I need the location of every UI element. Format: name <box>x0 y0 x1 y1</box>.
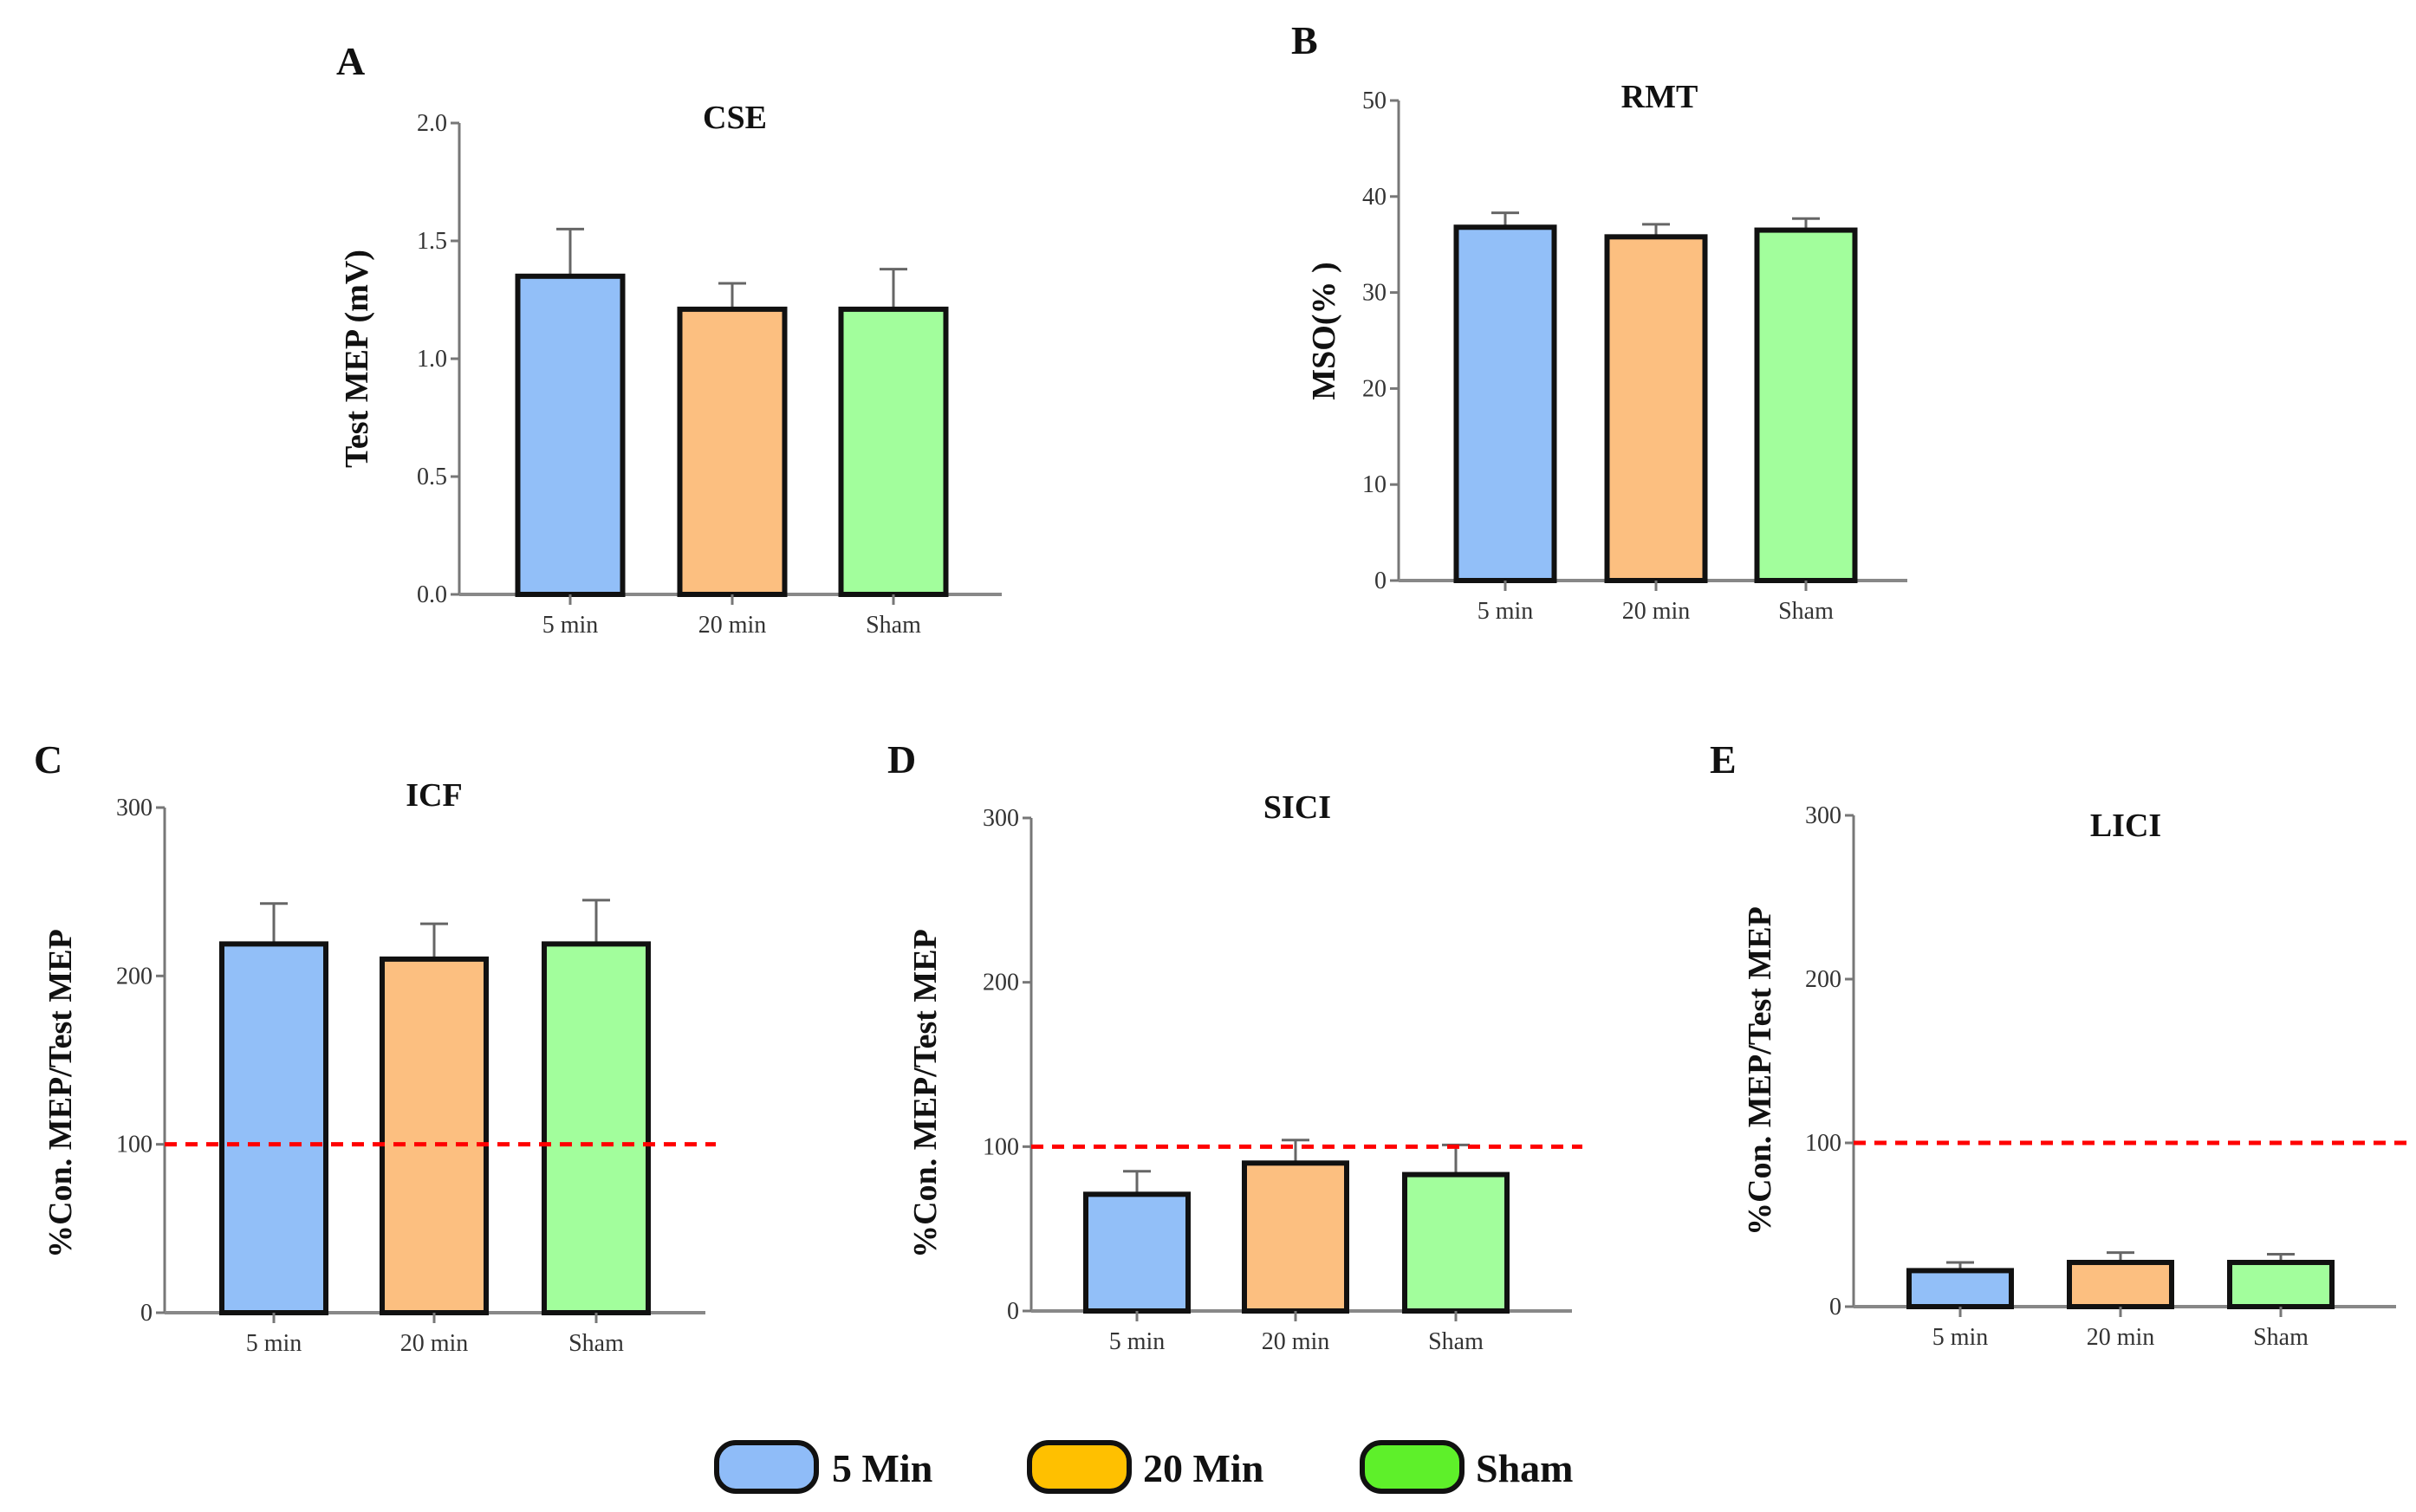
bar-20-min <box>1604 234 1708 583</box>
legend-label: Sham <box>1476 1446 1573 1490</box>
x-tick-label: Sham <box>866 612 921 639</box>
panel-letter: D <box>887 737 916 782</box>
bar-sham <box>542 941 651 1316</box>
y-tick-label: 20 <box>1362 375 1387 402</box>
chart-title: CSE <box>703 100 767 136</box>
x-tick-label: 20 min <box>1262 1328 1330 1355</box>
y-tick-label: 0.5 <box>417 464 447 490</box>
x-tick-label: 20 min <box>698 612 767 639</box>
y-tick-label: 0 <box>1829 1294 1841 1321</box>
x-tick-label: Sham <box>568 1330 624 1357</box>
legend-label: 20 Min <box>1143 1446 1263 1490</box>
x-tick-label: 5 min <box>1932 1324 1989 1351</box>
y-tick-label: 40 <box>1362 184 1387 211</box>
y-tick-label: 100 <box>983 1133 1019 1160</box>
y-tick-label: 300 <box>983 805 1019 832</box>
panel-d: D SICI %Con. MEP/Test MEP 0 100 200 300 5 min 20… <box>887 737 1582 1355</box>
legend-swatch <box>1027 1440 1132 1494</box>
y-tick-label: 1.5 <box>417 228 447 255</box>
y-tick-label: 50 <box>1362 88 1387 114</box>
x-tick-label: 20 min <box>2087 1324 2155 1351</box>
panel-letter: C <box>34 737 62 782</box>
x-tick-label: Sham <box>2253 1324 2309 1351</box>
bar-20-min <box>1242 1160 1349 1314</box>
chart-title: SICI <box>1263 789 1331 826</box>
chart-title: LICI <box>2090 808 2161 844</box>
y-tick-label: 0 <box>1007 1298 1019 1325</box>
y-tick-label: 30 <box>1362 280 1387 307</box>
x-tick-label: 20 min <box>1622 598 1691 625</box>
x-tick-label: Sham <box>1778 598 1834 625</box>
bar-5-min <box>219 941 328 1316</box>
y-axis-label: MSO(% ) <box>1306 262 1342 399</box>
panel-letter: B <box>1291 18 1318 62</box>
chart-title: ICF <box>406 777 462 814</box>
y-axis-label: %Con. MEP/Test MEP <box>42 929 79 1258</box>
panel-a: A CSE Test MEP (mV) 0.0 0.5 1.0 1.5 2.0 5 min 20 … <box>336 39 1002 639</box>
legend-label: 5 Min <box>832 1446 932 1490</box>
chart-title: RMT <box>1621 79 1698 115</box>
y-axis-label: %Con. MEP/Test MEP <box>1742 906 1778 1236</box>
bar-5-min <box>515 273 626 597</box>
x-tick-label: 5 min <box>246 1330 302 1357</box>
panel-c: C ICF %Con. MEP/Test MEP 0 100 200 300 5 min 20 … <box>34 737 716 1357</box>
y-axis-label: Test MEP (mV) <box>339 250 375 468</box>
y-tick-label: 100 <box>1805 1130 1841 1157</box>
panel-letter: E <box>1710 737 1737 782</box>
bar-sham <box>1754 227 1858 583</box>
bar-sham <box>838 306 949 597</box>
y-tick-label: 0 <box>1374 568 1387 594</box>
panel-b: B RMT MSO(% ) 0 10 20 30 40 50 5 min 20 min Sham <box>1291 18 1907 625</box>
bar-sham <box>2227 1259 2335 1309</box>
bar-20-min <box>677 306 788 597</box>
x-tick-label: 20 min <box>400 1330 469 1357</box>
x-tick-label: Sham <box>1428 1328 1484 1355</box>
bar-sham <box>1402 1171 1510 1314</box>
x-tick-label: 5 min <box>1109 1328 1166 1355</box>
panel-e: E LICI %Con. MEP/Test MEP 0 100 200 300 5 min 20… <box>1710 737 2406 1351</box>
x-tick-label: 5 min <box>1478 598 1534 625</box>
y-tick-label: 300 <box>116 795 153 821</box>
y-tick-label: 200 <box>116 963 153 990</box>
y-tick-label: 200 <box>983 970 1019 996</box>
bar-20-min <box>380 956 489 1316</box>
bar-5-min <box>1453 224 1557 583</box>
y-tick-label: 1.0 <box>417 346 447 373</box>
y-tick-label: 2.0 <box>417 110 447 137</box>
y-tick-label: 100 <box>116 1132 153 1158</box>
bar-5-min <box>1906 1268 2014 1310</box>
legend: 5 Min 20 Min Sham <box>714 1440 1573 1494</box>
y-axis-label: %Con. MEP/Test MEP <box>907 929 944 1258</box>
legend-swatch <box>1360 1440 1465 1494</box>
legend-swatch <box>714 1440 819 1494</box>
y-tick-label: 300 <box>1805 802 1841 829</box>
y-tick-label: 0.0 <box>417 581 447 608</box>
y-tick-label: 0 <box>140 1300 153 1327</box>
y-tick-label: 200 <box>1805 966 1841 993</box>
panel-letter: A <box>336 39 365 83</box>
bar-5-min <box>1083 1191 1191 1314</box>
bar-20-min <box>2067 1259 2174 1309</box>
x-tick-label: 5 min <box>542 612 599 639</box>
y-tick-label: 10 <box>1362 471 1387 498</box>
